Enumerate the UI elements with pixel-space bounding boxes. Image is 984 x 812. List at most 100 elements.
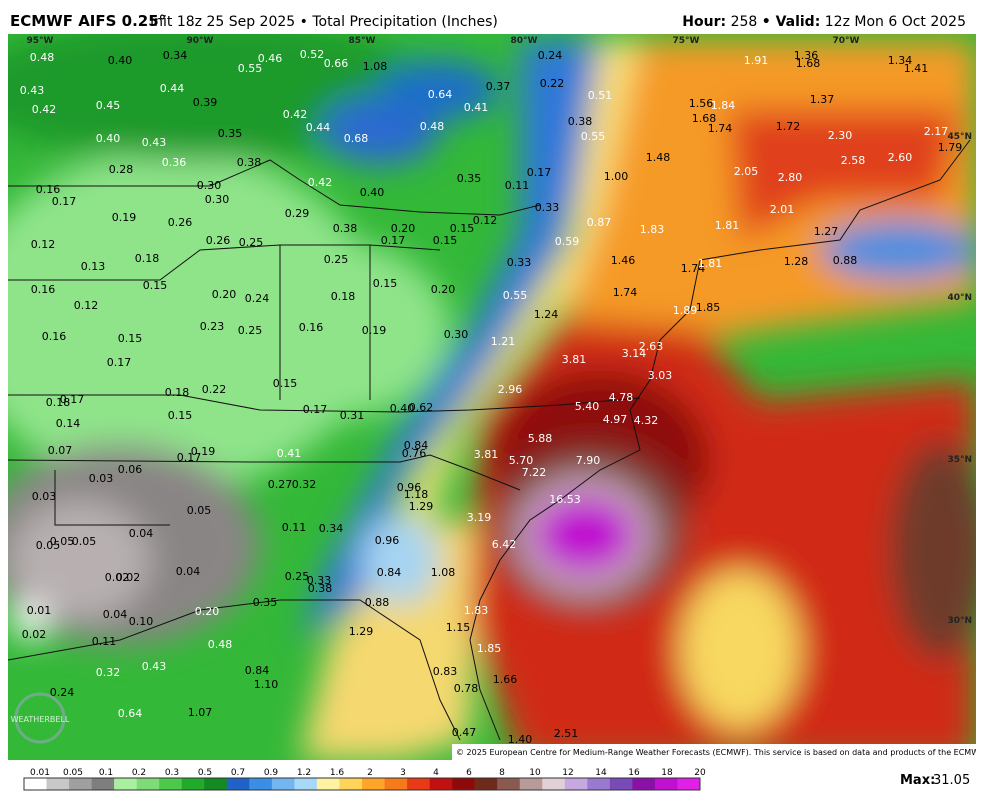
precip-value: 0.17 — [381, 234, 406, 247]
precip-value: 1.91 — [744, 54, 769, 67]
precip-value: 0.02 — [105, 571, 130, 584]
precip-value: 0.39 — [193, 96, 218, 109]
precip-value: 0.37 — [486, 80, 511, 93]
precip-value: 0.14 — [56, 417, 81, 430]
precip-value: 0.78 — [454, 682, 479, 695]
precip-value: 0.16 — [36, 183, 61, 196]
legend-tick: 0.5 — [198, 768, 212, 778]
precip-value: 3.81 — [474, 448, 499, 461]
map: 95°W 90°W 85°W 80°W 75°W 70°W 45°N 40°N 35°N 30°N… — [8, 34, 984, 760]
precip-value: 1.18 — [404, 488, 429, 501]
precip-value: 3.14 — [622, 347, 647, 360]
legend-swatch — [587, 778, 611, 790]
legend: 0.01 0.05 0.1 0.2 0.3 0.5 0.7 0.9 1.2 1.6 2 3 4 6 8 10 1… — [23, 768, 706, 791]
precip-value: 3.19 — [467, 511, 492, 524]
logo-ring — [14, 692, 66, 744]
legend-swatch — [181, 778, 205, 790]
precip-value: 1.29 — [409, 500, 434, 513]
precip-value: 0.11 — [92, 635, 117, 648]
legend-tick: 6 — [466, 768, 472, 778]
legend-tick: 16 — [628, 768, 640, 778]
logo: WEATHERBELL — [11, 715, 70, 724]
legend-swatch — [474, 778, 498, 790]
precip-value: 0.83 — [433, 665, 458, 678]
precip-labels: 0.48 0.40 0.340.550.46 0.520.66 1.080.24 1.91… — [20, 48, 963, 746]
precip-value: 1.66 — [493, 673, 518, 686]
lon-label: 75°W — [673, 36, 700, 46]
precip-value: 6.42 — [492, 538, 517, 551]
precip-value: 0.17 — [52, 195, 77, 208]
precip-value: 0.87 — [587, 216, 612, 229]
credit: © 2025 European Centre for Medium-Range … — [456, 748, 984, 757]
precip-value: 1.10 — [254, 678, 279, 691]
precip-value: 0.17 — [303, 403, 328, 416]
coastline — [699, 139, 971, 261]
precip-value: 0.12 — [473, 214, 498, 227]
precip-value: 0.17 — [107, 356, 132, 369]
lon-label: 70°W — [833, 36, 860, 46]
precip-value: 1.72 — [776, 120, 801, 133]
precip-value: 1.81 — [698, 257, 723, 270]
legend-swatch — [316, 778, 340, 790]
precip-value: 0.30 — [444, 328, 469, 341]
precip-value: 1.48 — [646, 151, 671, 164]
precip-value: 0.15 — [373, 277, 398, 290]
precip-value: 0.24 — [50, 686, 75, 699]
precip-value: 0.06 — [118, 463, 143, 476]
max-value: 31.05 — [933, 773, 970, 788]
state-line — [8, 454, 521, 491]
precip-value: 0.84 — [377, 566, 402, 579]
precip-value: 0.59 — [555, 235, 580, 248]
legend-swatch — [677, 778, 701, 790]
precip-value: 1.74 — [708, 122, 733, 135]
legend-tick: 8 — [499, 768, 505, 778]
precip-value: 0.55 — [238, 62, 263, 75]
precip-value: 1.36 — [794, 49, 819, 62]
legend-tick: 12 — [562, 768, 573, 778]
precip-value: 1.79 — [938, 141, 963, 154]
precip-value: 0.52 — [300, 48, 325, 61]
precip-value: 0.35 — [253, 596, 278, 609]
precip-value: 0.04 — [176, 565, 201, 578]
map-title: Init 18z 25 Sep 2025 • Total Precipitati… — [150, 14, 498, 30]
precip-value: 0.88 — [833, 254, 858, 267]
precip-value: 0.51 — [588, 89, 613, 102]
precip-value: 1.74 — [613, 286, 638, 299]
precip-value: 1.08 — [363, 60, 388, 73]
precip-value: 0.42 — [308, 176, 333, 189]
precip-value: 0.19 — [362, 324, 387, 337]
precip-value: 0.36 — [162, 156, 187, 169]
precip-value: 0.02 — [22, 628, 47, 641]
precip-value: 0.15 — [273, 377, 298, 390]
precip-value: 0.19 — [191, 445, 216, 458]
precip-value: 16.53 — [549, 493, 581, 506]
precip-value: 1.00 — [604, 170, 629, 183]
precip-value: 0.05 — [50, 535, 75, 548]
precip-value: 0.32 — [292, 478, 317, 491]
precip-value: 0.02 — [116, 571, 141, 584]
legend-swatch — [564, 778, 588, 790]
precip-value: 0.47 — [452, 726, 477, 739]
precip-value: 1.89 — [673, 304, 698, 317]
precip-value: 0.26 — [168, 216, 193, 229]
precip-value: 0.46 — [258, 52, 283, 65]
precip-value: 0.33 — [507, 256, 532, 269]
precip-value: 0.18 — [135, 252, 160, 265]
precip-value: 2.60 — [888, 151, 913, 164]
legend-tick: 14 — [595, 768, 607, 778]
precip-value: 1.46 — [611, 254, 636, 267]
legend-swatch — [654, 778, 678, 790]
precip-value: 0.25 — [238, 324, 263, 337]
lat-label: 45°N — [947, 132, 972, 142]
legend-swatch — [136, 778, 160, 790]
precip-value: 0.04 — [103, 608, 128, 621]
precip-value: 0.34 — [163, 49, 188, 62]
max-label: Max: — [900, 773, 935, 788]
precip-value: 0.12 — [31, 238, 56, 251]
precip-value: 0.76 — [402, 447, 427, 460]
precip-value: 1.81 — [715, 219, 740, 232]
precip-value: 0.16 — [299, 321, 324, 334]
precip-value: 0.88 — [365, 596, 390, 609]
precip-field — [8, 34, 976, 760]
precip-value: 0.33 — [535, 201, 560, 214]
